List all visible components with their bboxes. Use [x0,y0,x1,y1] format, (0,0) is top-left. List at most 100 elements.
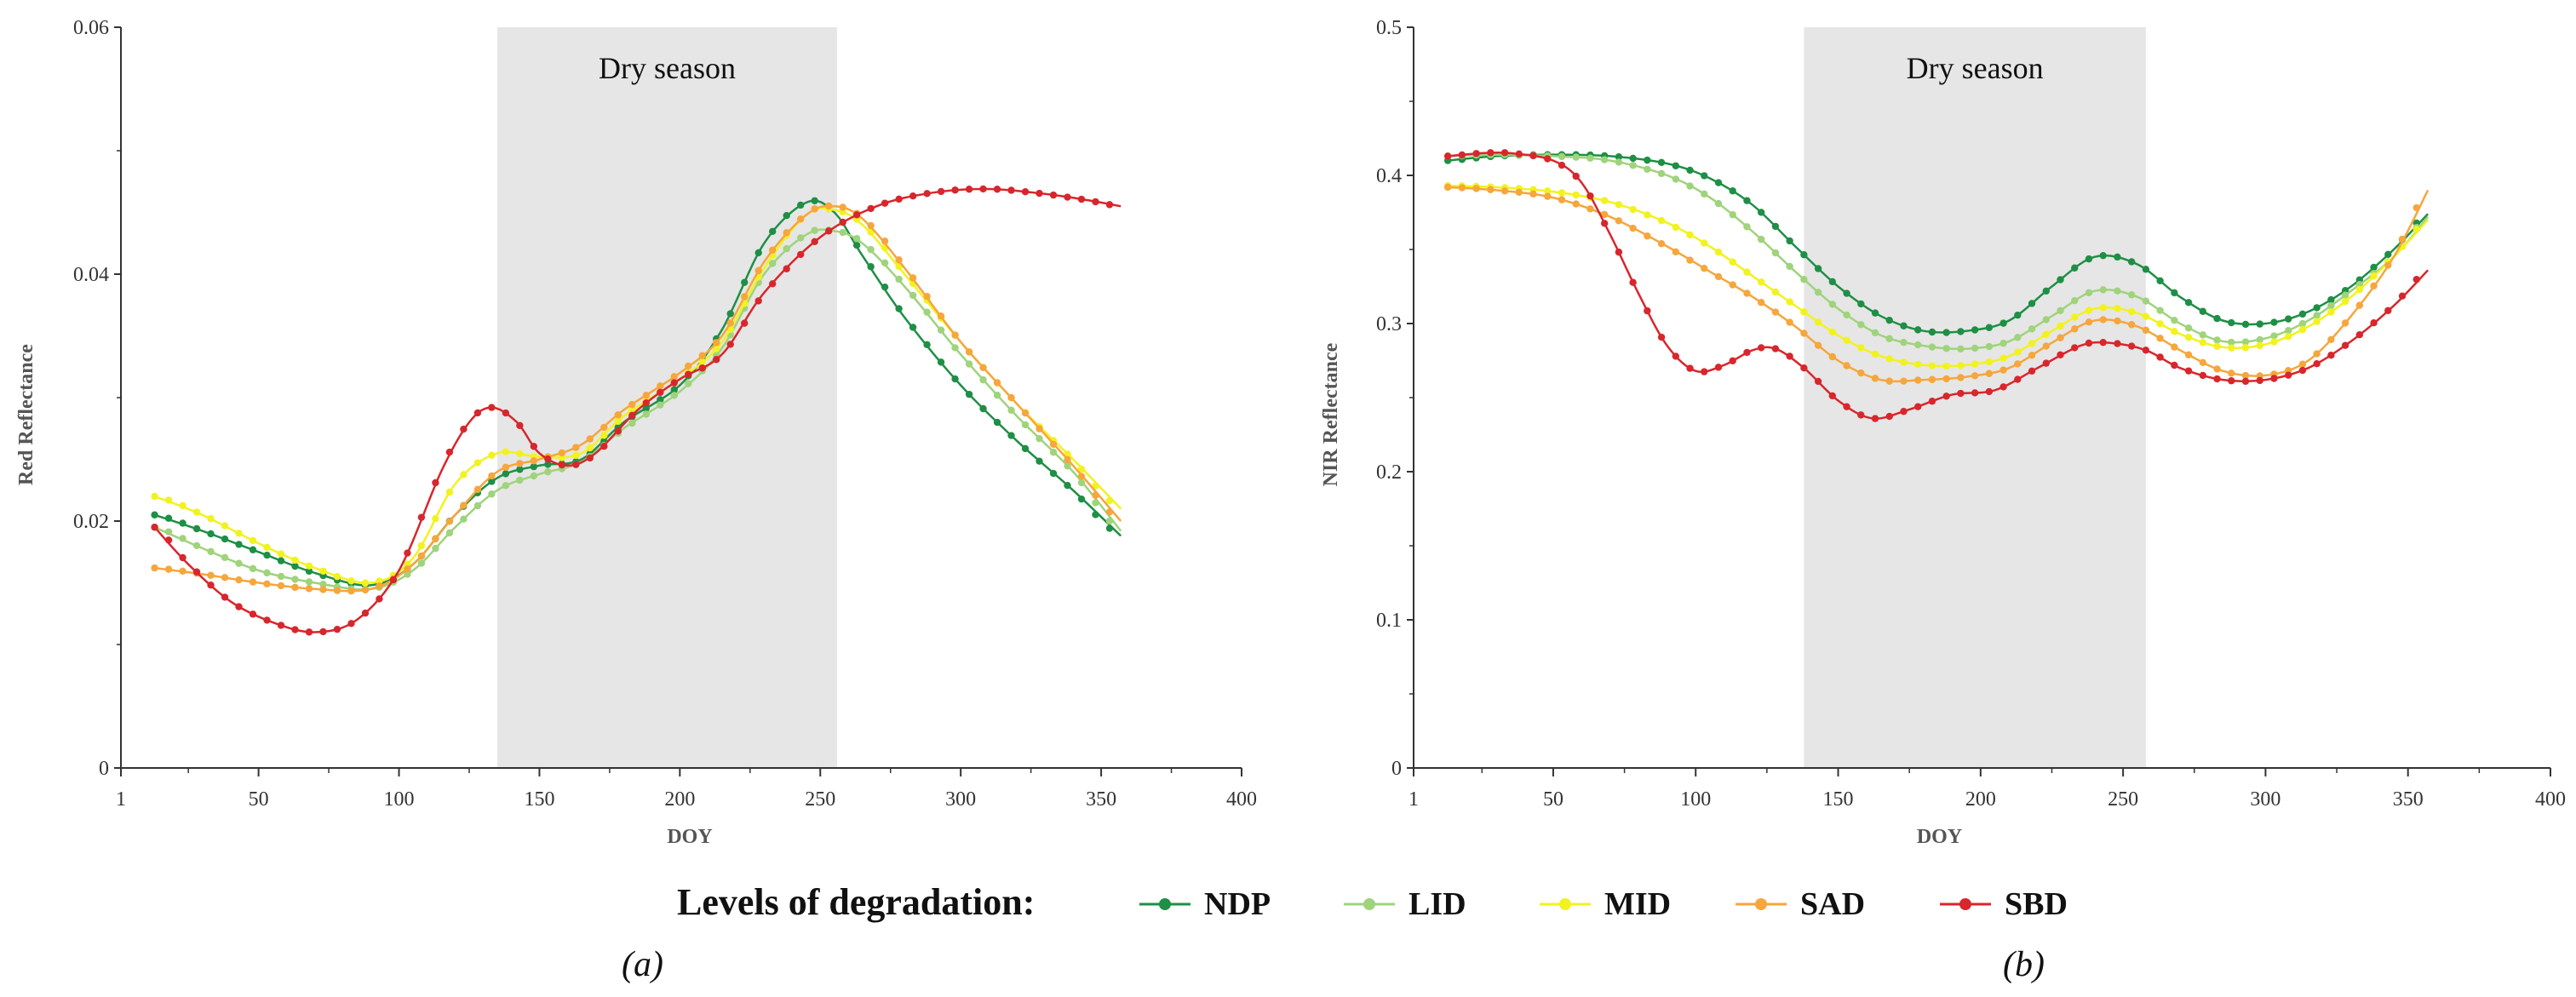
data-point-sad [1999,366,2007,374]
series-line-sbd [153,187,1122,633]
data-point-sbd [2313,360,2321,368]
data-point-sad [1757,299,1765,307]
data-point-mid [221,522,229,530]
data-point-mid [2256,341,2263,350]
data-point-sad [1515,188,1523,197]
data-point-lid [2241,338,2250,346]
data-point-ndp [305,567,313,576]
data-point-ndp [993,418,1001,427]
data-point-sbd [1615,248,1623,256]
data-point-sbd [2156,353,2164,361]
data-point-lid [2014,334,2022,341]
data-point-ndp [965,390,973,398]
data-point-sad [404,565,411,573]
data-point-lid [305,578,313,586]
data-point-ndp [1007,432,1015,439]
data-point-ndp [796,201,805,209]
data-point-mid [473,459,482,467]
data-point-lid [2127,291,2136,299]
data-point-lid [2341,291,2349,299]
data-point-sad [937,312,945,320]
data-point-sbd [305,628,313,636]
data-point-sbd [1036,189,1043,198]
data-point-sbd [1786,352,1793,360]
data-point-sad [1843,362,1850,370]
data-point-lid [1021,421,1030,429]
data-point-sad [839,203,846,211]
data-point-mid [2199,339,2207,347]
data-point-sad [1971,372,1979,380]
data-point-sad [895,256,903,264]
data-point-lid [1600,156,1609,163]
data-point-sbd [1007,186,1015,194]
data-point-sad [1105,508,1114,516]
data-point-lid [516,476,524,484]
data-point-lid [2057,307,2064,314]
data-point-sad [600,423,608,432]
data-point-mid [1914,360,1922,369]
data-point-sad [881,238,889,245]
data-point-lid [2099,286,2107,294]
data-point-lid [1672,175,1680,183]
data-point-sad [2199,358,2207,366]
data-point-sad [1985,370,1994,377]
data-point-ndp [207,530,215,538]
data-point-mid [333,572,341,581]
data-point-sbd [1814,377,1822,386]
data-point-lid [1814,289,1822,296]
data-point-lid [1714,199,1723,208]
data-point-mid [2341,297,2349,306]
data-point-lid [2213,336,2221,344]
data-point-sbd [1500,149,1509,157]
dry-season-label: Dry season [1907,51,2044,85]
data-point-sbd [473,409,482,417]
data-point-lid [1686,182,1694,190]
data-point-lid [2042,316,2050,324]
data-point-sbd [2028,367,2036,375]
data-point-sad [783,229,790,237]
data-point-sad [2085,318,2093,326]
data-point-sad [1007,393,1015,402]
data-point-sad [685,362,692,370]
data-point-mid [1615,201,1623,209]
data-point-mid [2171,328,2178,335]
data-point-sad [670,373,678,381]
data-point-lid [1928,343,1936,351]
y-tick-label: 0.1 [1376,610,1402,632]
data-point-sbd [796,250,805,259]
data-point-lid [1049,448,1058,456]
data-point-sad [1500,187,1509,195]
data-point-sbd [951,186,959,194]
data-point-mid [2313,318,2321,325]
data-point-sad [445,518,454,525]
data-point-lid [1771,249,1780,257]
data-point-sbd [1900,408,1908,415]
data-point-sad [642,392,650,399]
x-tick-label: 400 [1226,788,1257,811]
data-point-sad [1064,456,1071,463]
data-point-sad [1771,308,1780,316]
data-point-mid [2127,307,2136,316]
data-point-sad [1644,232,1651,240]
data-point-sad [1036,425,1043,433]
data-point-sbd [2184,367,2193,375]
data-point-sad [1800,329,1808,337]
data-point-lid [895,275,903,284]
data-point-mid [1672,223,1680,232]
data-point-mid [277,550,285,558]
y-tick-label: 0.4 [1376,165,1402,187]
data-point-sbd [558,461,566,469]
data-point-sad [473,485,482,494]
data-point-sbd [1105,201,1114,209]
data-point-ndp [1036,457,1043,465]
dry-season-label: Dry season [599,51,736,85]
data-point-sbd [1714,364,1723,371]
legend-swatch-marker [1755,898,1767,910]
data-point-sbd [291,626,299,633]
data-point-lid [488,490,496,498]
data-point-sbd [2042,359,2050,367]
data-point-sbd [741,319,749,327]
data-point-sad [1092,491,1099,499]
data-point-sbd [2085,339,2093,347]
data-point-lid [277,572,285,581]
